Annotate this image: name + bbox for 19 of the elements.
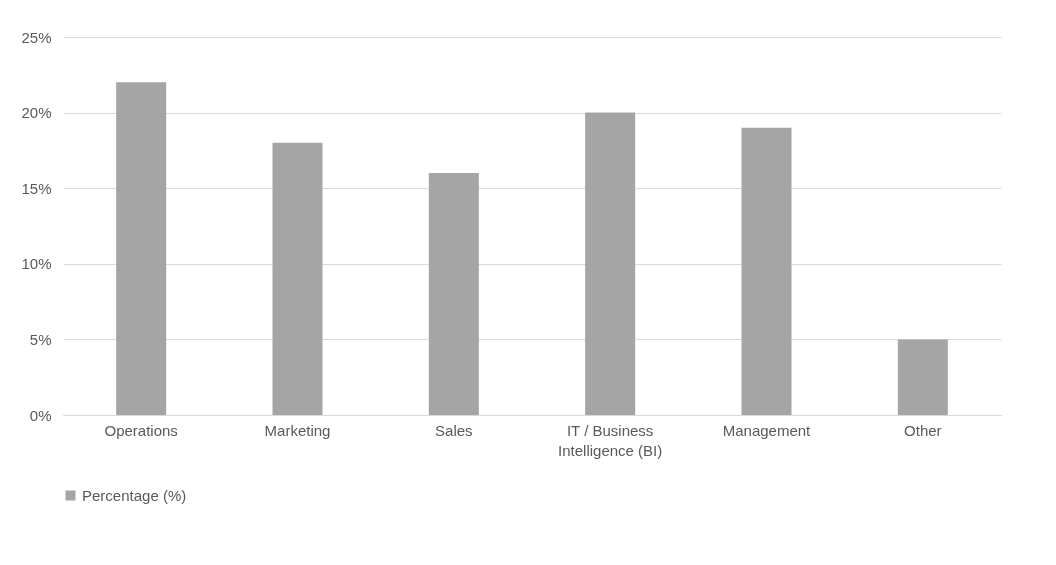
x-tick-label: Marketing [264, 421, 331, 439]
x-tick-label: Other [904, 421, 942, 439]
y-tick-label: 0% [29, 406, 52, 424]
y-tick-label: 25% [21, 28, 52, 46]
bar [741, 127, 792, 415]
x-tick-label: Management [722, 421, 812, 439]
x-tick-label: IT / Business Intelligence (BI) [558, 421, 663, 459]
bar [116, 82, 167, 415]
x-tick-label: Sales [435, 421, 473, 439]
y-tick-label: 5% [29, 330, 52, 348]
y-tick-label: 15% [21, 179, 52, 197]
bar [585, 112, 636, 415]
x-tick-label: Operations [104, 421, 178, 439]
y-tick-label: 20% [21, 104, 52, 122]
y-tick-label: 10% [21, 255, 52, 273]
bar [428, 173, 479, 415]
bar [272, 142, 323, 415]
legend-label: Percentage (%) [82, 486, 187, 504]
bar [897, 339, 948, 415]
